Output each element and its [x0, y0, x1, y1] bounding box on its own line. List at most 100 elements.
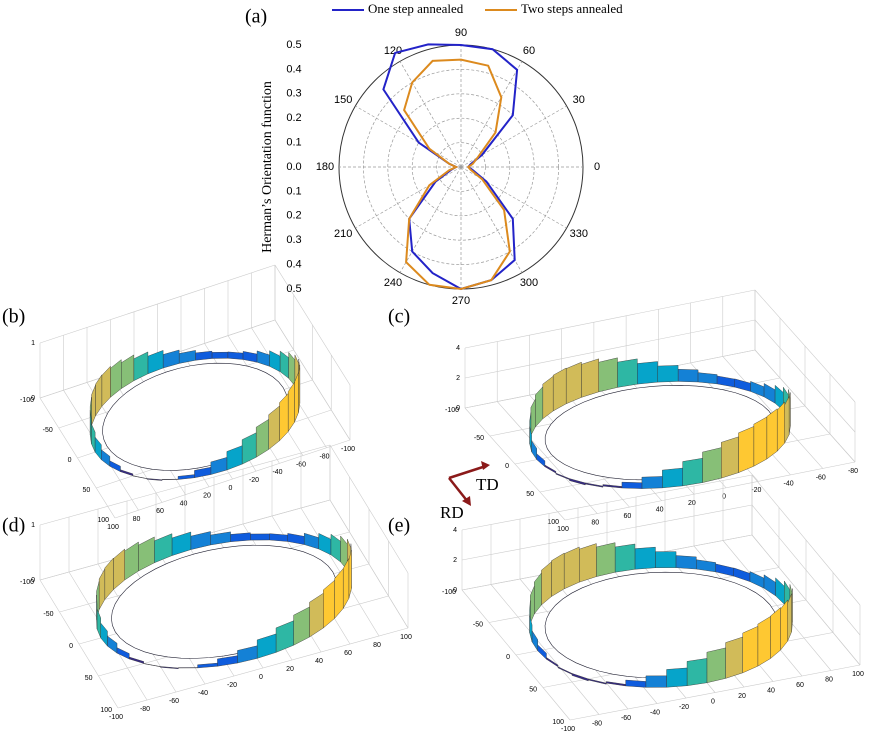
- r-tick-label: 0.0: [286, 161, 301, 173]
- grid-line: [751, 504, 861, 636]
- ring-segment: [666, 667, 688, 688]
- x-tick-label: -40: [272, 469, 282, 476]
- ring-segment: [770, 607, 781, 659]
- x-tick-label: -60: [816, 474, 826, 481]
- grid-spoke: [399, 61, 462, 168]
- ring-segment: [269, 350, 281, 373]
- ring-segment: [706, 647, 726, 684]
- ring-segment: [530, 398, 536, 436]
- z-tick-label: 0: [453, 587, 457, 594]
- grid-spoke: [460, 166, 523, 273]
- r-tick-label: 0.1: [286, 185, 301, 197]
- ring-segment: [109, 460, 121, 473]
- ring-segment: [780, 599, 788, 651]
- z-tick-label: 1: [31, 340, 35, 347]
- x-tick-label: 100: [852, 671, 864, 678]
- ring-segment: [195, 350, 213, 361]
- ring-segment: [598, 357, 618, 393]
- ring-segment: [116, 647, 130, 660]
- ring-segment: [579, 543, 597, 583]
- ring-segment: [162, 349, 180, 369]
- panel-label: (b): [2, 306, 25, 328]
- x-tick-label: -60: [621, 715, 631, 722]
- ring-segment: [686, 658, 708, 686]
- x-tick-label: 20: [688, 500, 696, 507]
- td-arrow-head: [481, 461, 490, 470]
- ring-segment: [565, 361, 582, 405]
- grid-circle: [411, 117, 511, 217]
- surface-panel: (e)-100-50050100-100-80-60-40-2002040608…: [388, 474, 864, 733]
- y-tick-label: 50: [526, 491, 534, 498]
- x-tick-label: 100: [557, 526, 569, 533]
- ring-segment: [298, 364, 301, 413]
- grid-line: [464, 319, 756, 379]
- ring-segment: [588, 678, 607, 685]
- legend-label: One step annealed: [368, 1, 464, 16]
- x-tick-label: -20: [679, 704, 689, 711]
- ring-segment: [702, 447, 722, 483]
- x-tick-label: 20: [286, 666, 294, 673]
- ring-segment: [211, 351, 229, 359]
- x-tick-label: 0: [229, 485, 233, 492]
- ring-segment: [555, 472, 570, 480]
- ring-segment: [318, 533, 332, 556]
- x-tick-label: -40: [783, 481, 793, 488]
- ring-segment: [242, 351, 258, 363]
- ring-segment: [177, 474, 195, 480]
- ring-segment: [641, 476, 663, 489]
- ring-segment: [113, 548, 125, 591]
- grid-line: [461, 474, 753, 531]
- grid-line: [496, 401, 598, 514]
- ring-segment: [535, 386, 543, 428]
- x-tick-label: -20: [751, 487, 761, 494]
- ring-segment: [750, 381, 765, 398]
- x-tick-label: 100: [107, 524, 119, 531]
- ring-segment: [161, 478, 179, 480]
- ring-segment: [571, 673, 589, 682]
- ring-segment: [734, 378, 751, 392]
- ring-segment: [132, 475, 148, 479]
- grid-spoke: [355, 105, 462, 168]
- panel-label: (e): [388, 515, 410, 537]
- z-tick-label: 4: [453, 527, 457, 534]
- theta-tick-label: 120: [384, 45, 402, 57]
- x-tick-label: 0: [259, 674, 263, 681]
- ring-segment: [784, 396, 790, 444]
- ring-segment: [190, 531, 211, 550]
- grid-line: [39, 579, 119, 709]
- ring-segment: [637, 361, 658, 385]
- x-tick-label: 40: [180, 500, 188, 507]
- ring-segment: [541, 561, 552, 606]
- grid-line: [251, 327, 327, 448]
- surface-panel: (d)-100-50050100-100-80-60-40-2002040608…: [2, 444, 412, 721]
- ring-segment: [210, 531, 231, 546]
- ring-segment: [569, 478, 586, 486]
- z-tick-label: 0: [31, 395, 35, 402]
- y-tick-label: 50: [82, 487, 90, 494]
- ring-segment: [279, 350, 289, 379]
- x-tick-label: 20: [203, 493, 211, 500]
- y-tick-label: 100: [547, 519, 559, 526]
- y-tick-label: 0: [68, 457, 72, 464]
- panel-label: (a): [245, 6, 267, 28]
- ring-segment: [777, 401, 785, 452]
- grid-line: [39, 397, 116, 519]
- x-tick-label: 60: [796, 682, 804, 689]
- r-tick-label: 0.2: [286, 112, 301, 124]
- ring-segment: [542, 375, 554, 420]
- grid-line: [464, 407, 566, 521]
- ring-segment: [197, 662, 218, 669]
- ring-segment: [645, 675, 667, 688]
- ring-segment: [529, 426, 532, 452]
- ring-segment: [210, 457, 228, 475]
- y-tick-label: -100: [20, 579, 34, 586]
- ring-segment: [269, 533, 288, 542]
- ring-segment: [230, 532, 251, 542]
- ring-segment: [100, 622, 108, 647]
- ring-segment: [110, 359, 122, 398]
- theta-tick-label: 150: [334, 94, 352, 106]
- ring-segment: [617, 358, 638, 388]
- x-tick-label: 60: [156, 508, 164, 515]
- grid-line: [39, 444, 331, 526]
- z-tick-label: 4: [456, 345, 460, 352]
